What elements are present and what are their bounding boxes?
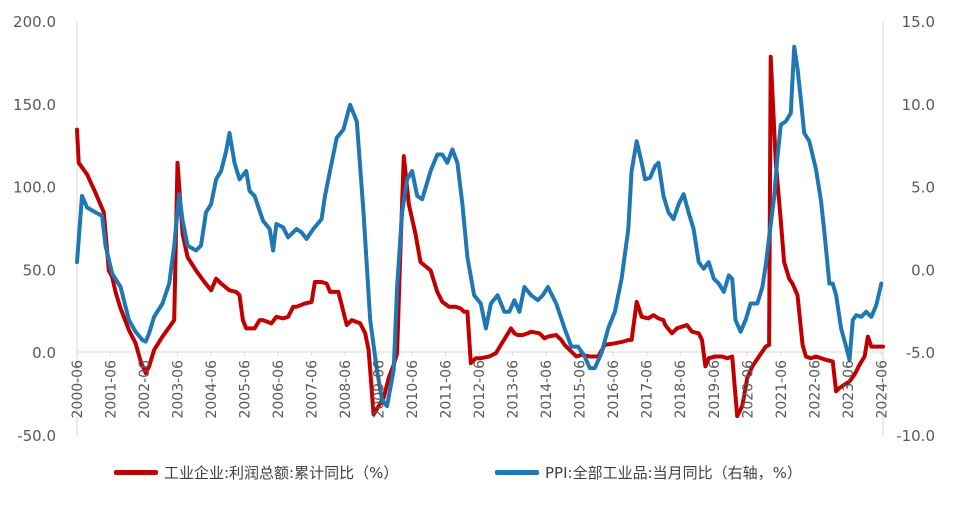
y-right-tick-label: -5.0 [906, 344, 935, 362]
x-tick-label: 2012-06 [472, 360, 488, 419]
line-chart: -50.0 0.0 50.0 100.0 150.0 200.0 -10.0 -5.0 0.0 5… [13, 13, 935, 445]
y-left-tick-label: 100.0 [13, 179, 56, 197]
series-layer [75, 44, 885, 419]
legend-item-profit: 工业企业:利润总额:累计同比（%） [114, 462, 398, 483]
x-tick-label: 2021-06 [774, 360, 790, 419]
x-tick-label: 2011-06 [439, 360, 455, 419]
x-tick-label: 2001-06 [104, 360, 120, 419]
x-tick-label: 2009-06 [372, 360, 388, 419]
x-tick-label: 2006-06 [271, 360, 287, 419]
x-tick-label: 2022-06 [807, 360, 823, 419]
y-left-tick-label: 150.0 [13, 96, 56, 114]
legend: 工业企业:利润总额:累计同比（%） PPI:全部工业品:当月同比（右轴，%） [0, 462, 957, 490]
y-right-tick-label: 10.0 [902, 96, 935, 114]
series-line-ppi [75, 44, 884, 409]
x-tick-label: 2015-06 [573, 360, 589, 419]
y-right-tick-label: 5.0 [911, 179, 935, 197]
x-tick-label: 2003-06 [171, 360, 187, 419]
legend-swatch-profit [114, 470, 158, 475]
x-tick-label: 2005-06 [238, 360, 254, 419]
y-right-tick-label: 0.0 [911, 261, 935, 279]
x-tick-label: 2000-06 [70, 360, 86, 419]
legend-item-ppi: PPI:全部工业品:当月同比（右轴，%） [495, 462, 802, 483]
x-tick-label: 2023-06 [841, 360, 857, 419]
x-tick-label: 2017-06 [640, 360, 656, 419]
x-tick-label: 2018-06 [673, 360, 689, 419]
y-left-tick-label: 50.0 [23, 261, 56, 279]
x-tick-label: 2013-06 [506, 360, 522, 419]
x-tick-label: 2010-06 [405, 360, 421, 419]
y-left-tick-label: 0.0 [32, 344, 56, 362]
x-tick-label: 2024-06 [874, 360, 890, 419]
x-tick-label: 2014-06 [539, 360, 555, 419]
y-right-tick-label: 15.0 [902, 13, 935, 31]
labels-layer: -50.0 0.0 50.0 100.0 150.0 200.0 -10.0 -5.0 0.0 5… [13, 13, 935, 445]
y-right-tick-label: -10.0 [896, 427, 935, 445]
x-tick-label: 2016-06 [606, 360, 622, 419]
x-tick-label: 2002-06 [137, 360, 153, 419]
legend-swatch-ppi [495, 470, 539, 475]
y-left-tick-label: 200.0 [13, 13, 56, 31]
x-tick-label: 2004-06 [204, 360, 220, 419]
y-left-tick-label: -50.0 [17, 427, 56, 445]
series-line-profit [75, 54, 885, 419]
x-tick-label: 2008-06 [338, 360, 354, 419]
legend-label-profit: 工业企业:利润总额:累计同比（%） [164, 464, 399, 482]
x-tick-label: 2020-06 [740, 360, 756, 419]
x-tick-label: 2019-06 [707, 360, 723, 419]
legend-label-ppi: PPI:全部工业品:当月同比（右轴，%） [545, 464, 802, 482]
x-tick-label: 2007-06 [305, 360, 321, 419]
